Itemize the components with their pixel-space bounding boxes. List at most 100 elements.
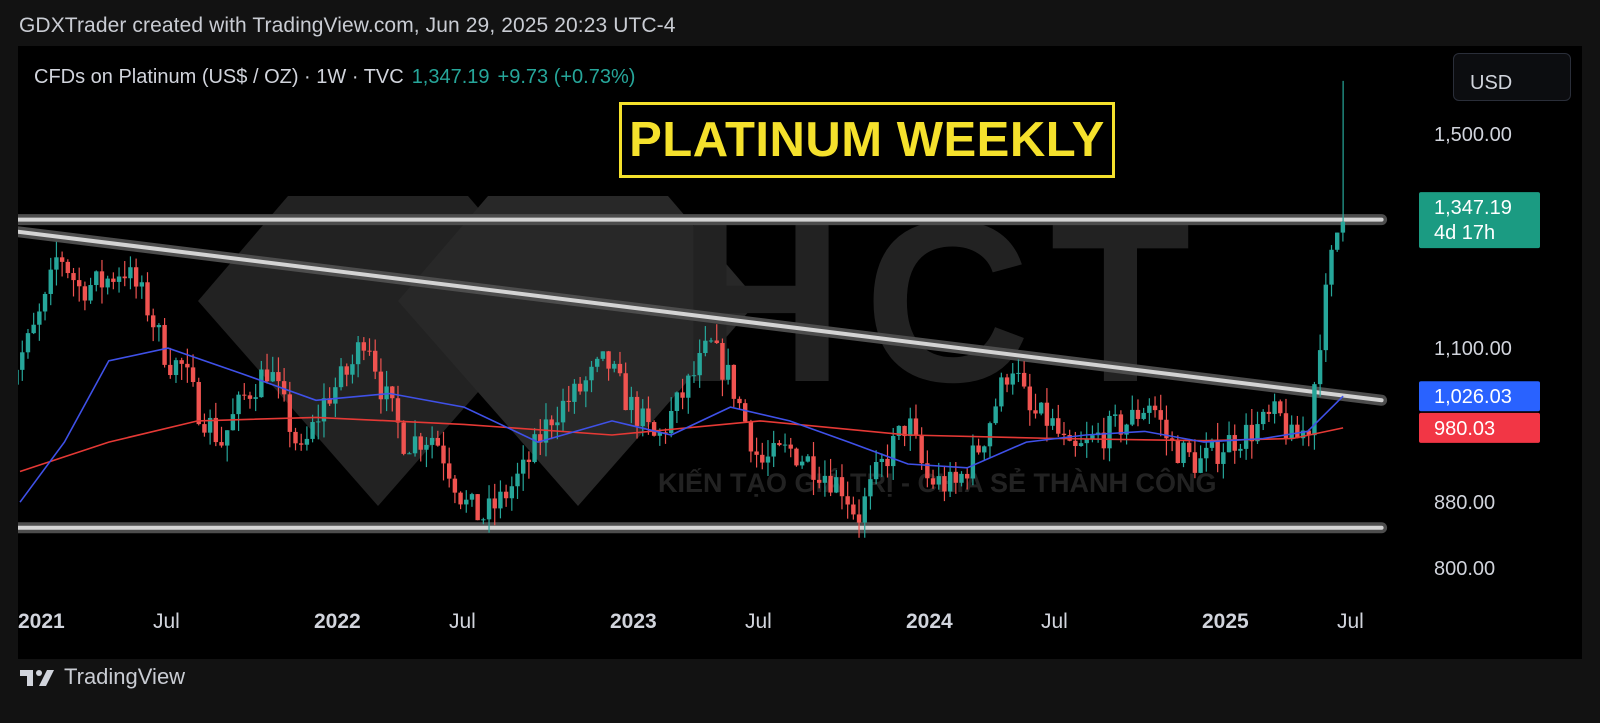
candle[interactable]	[566, 385, 571, 412]
candle[interactable]	[834, 469, 839, 494]
descending-trendline[interactable]	[18, 229, 1384, 403]
candle[interactable]	[1198, 445, 1203, 474]
candle[interactable]	[1221, 443, 1226, 479]
candle[interactable]	[1124, 423, 1129, 445]
candle[interactable]	[1181, 440, 1186, 468]
candle[interactable]	[868, 465, 873, 510]
candle[interactable]	[697, 339, 702, 388]
candle[interactable]	[344, 363, 349, 387]
candle[interactable]	[247, 391, 253, 409]
candle[interactable]	[811, 442, 816, 496]
candle[interactable]	[737, 396, 742, 409]
candle[interactable]	[509, 476, 515, 511]
candle[interactable]	[418, 432, 423, 462]
candle[interactable]	[1033, 393, 1038, 419]
candle[interactable]	[720, 338, 725, 397]
candle[interactable]	[88, 277, 93, 304]
candle[interactable]	[1300, 416, 1306, 446]
candle[interactable]	[219, 426, 224, 448]
candle[interactable]	[646, 396, 651, 435]
candle[interactable]	[521, 445, 526, 491]
candle[interactable]	[606, 350, 611, 381]
candle[interactable]	[168, 347, 173, 379]
candle[interactable]	[327, 387, 332, 406]
candle[interactable]	[25, 328, 31, 359]
candle[interactable]	[908, 407, 913, 451]
candle[interactable]	[42, 291, 48, 321]
candle[interactable]	[1107, 410, 1112, 462]
candle[interactable]	[1021, 361, 1027, 389]
candle[interactable]	[18, 357, 19, 398]
candle[interactable]	[782, 433, 788, 453]
candle[interactable]	[116, 267, 122, 293]
candle[interactable]	[1039, 402, 1044, 416]
candle[interactable]	[680, 378, 685, 410]
candle[interactable]	[1323, 273, 1329, 362]
candle[interactable]	[760, 442, 765, 470]
candle[interactable]	[725, 348, 731, 385]
candle[interactable]	[447, 447, 452, 488]
candle[interactable]	[629, 386, 634, 424]
candle[interactable]	[577, 376, 583, 395]
candle[interactable]	[1056, 404, 1061, 437]
candle[interactable]	[822, 460, 828, 497]
candle[interactable]	[264, 353, 270, 384]
candle[interactable]	[156, 323, 162, 342]
candle[interactable]	[128, 256, 133, 290]
candle[interactable]	[976, 438, 981, 455]
candle[interactable]	[424, 437, 429, 468]
candle[interactable]	[799, 455, 805, 469]
candle[interactable]	[817, 466, 822, 489]
candle[interactable]	[503, 484, 509, 507]
candle[interactable]	[839, 464, 845, 510]
candle[interactable]	[930, 469, 936, 489]
candle[interactable]	[1232, 424, 1237, 464]
candle[interactable]	[179, 357, 184, 380]
candle[interactable]	[515, 462, 520, 499]
candle[interactable]	[1289, 415, 1294, 442]
candle[interactable]	[1147, 398, 1152, 424]
candle[interactable]	[475, 494, 480, 521]
candle[interactable]	[794, 447, 799, 467]
candle[interactable]	[595, 356, 600, 373]
moving-average-blue[interactable]	[19, 347, 1344, 503]
candle[interactable]	[111, 272, 116, 290]
candle[interactable]	[970, 434, 976, 486]
candle[interactable]	[612, 360, 617, 373]
candle[interactable]	[862, 487, 867, 538]
candle[interactable]	[412, 420, 418, 457]
candle[interactable]	[1187, 438, 1192, 457]
candle[interactable]	[441, 431, 446, 481]
candle[interactable]	[845, 481, 850, 519]
candle[interactable]	[1278, 399, 1283, 417]
candle[interactable]	[873, 450, 879, 485]
candle[interactable]	[959, 471, 964, 487]
candle[interactable]	[145, 272, 150, 322]
candle[interactable]	[549, 415, 554, 440]
candle[interactable]	[464, 490, 469, 513]
candle[interactable]	[1010, 363, 1015, 395]
candle[interactable]	[640, 399, 645, 437]
candle[interactable]	[202, 413, 207, 437]
candle[interactable]	[190, 354, 196, 387]
candle[interactable]	[492, 483, 497, 526]
candle[interactable]	[538, 419, 543, 455]
candle[interactable]	[94, 270, 99, 292]
candle[interactable]	[851, 496, 856, 520]
candle[interactable]	[225, 430, 230, 462]
candle[interactable]	[1261, 409, 1266, 431]
candle[interactable]	[270, 356, 275, 383]
candle[interactable]	[691, 361, 697, 383]
candle[interactable]	[105, 275, 110, 295]
candle[interactable]	[481, 517, 486, 525]
candle[interactable]	[572, 379, 577, 414]
candle[interactable]	[384, 370, 389, 412]
candle[interactable]	[498, 480, 503, 519]
candle[interactable]	[1084, 421, 1089, 458]
candle[interactable]	[253, 384, 258, 412]
candle[interactable]	[583, 376, 589, 408]
candle[interactable]	[338, 358, 344, 391]
candle[interactable]	[281, 368, 287, 402]
candle[interactable]	[748, 419, 754, 463]
candle[interactable]	[936, 462, 941, 490]
